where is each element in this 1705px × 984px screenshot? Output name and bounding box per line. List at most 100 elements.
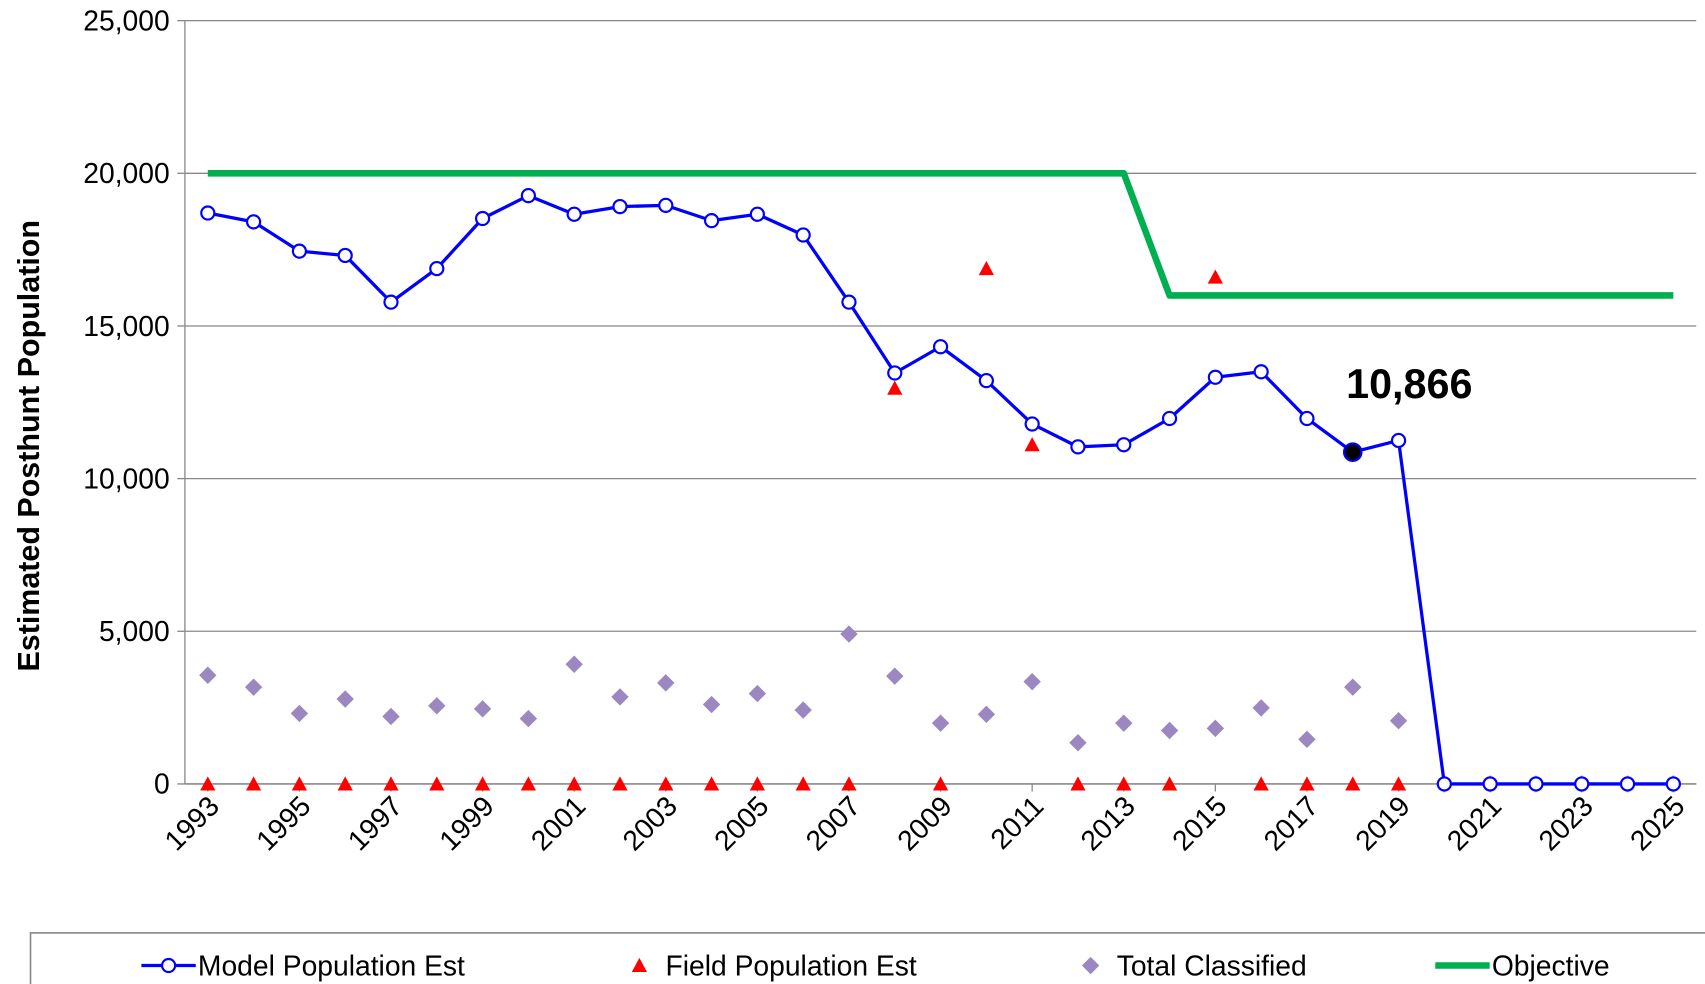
legend-marker — [1081, 956, 1100, 975]
point — [1115, 714, 1133, 732]
point — [429, 776, 445, 791]
point — [1345, 776, 1361, 791]
legend-box — [29, 932, 1705, 984]
point — [291, 243, 308, 259]
point — [1298, 730, 1316, 749]
point — [474, 776, 491, 791]
point — [1389, 712, 1408, 730]
legend-label: Field Population Est — [665, 949, 916, 981]
point — [794, 701, 812, 719]
point — [1116, 776, 1132, 791]
legend-label: Total Classified — [1117, 949, 1307, 981]
y-tick-label: 25,000 — [83, 4, 169, 36]
point — [383, 776, 399, 791]
point — [566, 776, 582, 791]
point — [245, 776, 262, 791]
series-line — [207, 193, 1674, 786]
point — [1252, 699, 1270, 717]
point — [1206, 719, 1225, 738]
point — [932, 776, 949, 791]
point — [1299, 410, 1315, 427]
x-tick-label: 2015 — [1166, 789, 1233, 856]
point — [1024, 437, 1040, 452]
x-tick-label: 2021 — [1440, 789, 1507, 856]
x-tick-label: 2003 — [616, 789, 683, 856]
point — [658, 197, 674, 213]
point — [887, 365, 903, 381]
y-tick-label: 0 — [154, 768, 170, 800]
highlight-point — [1342, 442, 1363, 462]
x-tick-label: 2025 — [1624, 789, 1691, 856]
point — [382, 707, 400, 726]
point — [428, 697, 446, 715]
legend-marker — [631, 957, 648, 973]
point — [748, 684, 767, 703]
point — [520, 776, 536, 791]
point — [1344, 678, 1362, 696]
point — [1482, 776, 1498, 792]
y-tick-label: 5,000 — [99, 615, 170, 647]
point — [978, 260, 994, 276]
x-tick-label: 1997 — [341, 789, 408, 856]
point — [1253, 364, 1269, 380]
point — [1619, 776, 1636, 792]
point — [291, 776, 308, 791]
point — [336, 690, 354, 708]
point — [566, 206, 582, 222]
legend-marker — [160, 957, 177, 974]
point — [429, 260, 445, 277]
legend-label: Model Population Est — [198, 949, 465, 981]
point — [1390, 432, 1407, 449]
point — [1390, 776, 1407, 791]
point — [703, 776, 720, 791]
x-tick-label: 2017 — [1257, 789, 1324, 856]
point — [749, 776, 765, 791]
point — [841, 776, 857, 791]
x-tick-label: 2005 — [708, 789, 775, 856]
annotation: 10,866 — [1346, 361, 1472, 407]
point — [520, 187, 536, 204]
point — [931, 714, 950, 732]
point — [1160, 721, 1179, 740]
point — [887, 380, 903, 395]
point — [200, 776, 216, 791]
point — [795, 776, 811, 791]
point — [1299, 776, 1315, 791]
point — [1207, 369, 1223, 385]
point — [702, 695, 721, 714]
point — [657, 674, 675, 692]
point — [1023, 672, 1041, 691]
point — [1528, 776, 1544, 792]
point — [1207, 269, 1223, 284]
series-line — [207, 170, 1674, 299]
x-tick-label: 1999 — [433, 789, 500, 856]
x-tick-label: 1995 — [250, 789, 317, 856]
x-tick-label: 2011 — [984, 789, 1050, 855]
x-tick-label: 2023 — [1532, 789, 1599, 856]
point — [840, 625, 858, 643]
point — [383, 294, 399, 310]
point — [244, 678, 263, 696]
point — [886, 667, 904, 685]
point — [703, 213, 720, 229]
point — [1161, 776, 1178, 791]
legend-label: Objective — [1492, 949, 1610, 981]
point — [337, 776, 353, 791]
point — [611, 688, 629, 706]
point — [932, 339, 949, 355]
point — [795, 227, 811, 243]
point — [1116, 437, 1132, 453]
point — [1436, 776, 1452, 792]
point — [749, 206, 765, 222]
point — [612, 198, 628, 215]
point — [474, 210, 491, 227]
point — [1665, 776, 1681, 792]
point — [1069, 734, 1087, 752]
point — [1161, 410, 1178, 427]
point — [290, 704, 309, 723]
point — [473, 700, 492, 718]
point — [841, 294, 857, 310]
point — [565, 655, 583, 673]
